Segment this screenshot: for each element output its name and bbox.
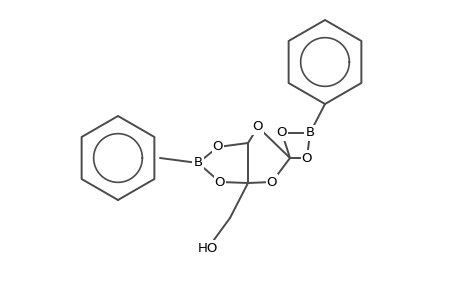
- Text: HO: HO: [197, 242, 218, 254]
- Text: O: O: [301, 152, 312, 164]
- Text: B: B: [305, 127, 314, 140]
- Text: O: O: [214, 176, 225, 188]
- Text: O: O: [276, 127, 286, 140]
- Text: B: B: [193, 157, 202, 169]
- Text: O: O: [252, 121, 263, 134]
- Text: O: O: [212, 140, 223, 154]
- Text: O: O: [266, 176, 277, 188]
